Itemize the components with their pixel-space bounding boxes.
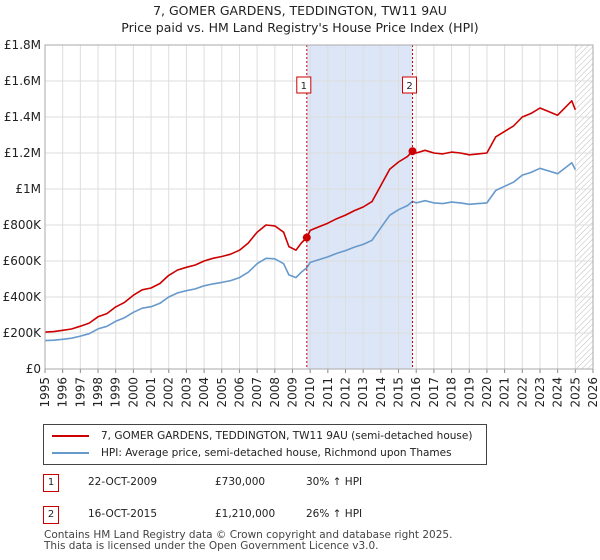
sale-marker-box [402, 76, 418, 94]
sale-marker-label: 1 [301, 81, 307, 92]
x-tick-label: 2020 [480, 377, 494, 408]
y-tick-label: £1M [15, 182, 41, 196]
y-tick-label: £1.6M [4, 74, 41, 88]
x-tick-label: 2023 [533, 377, 547, 408]
y-tick-label: £800K [3, 218, 43, 232]
legend-swatch-red [52, 435, 89, 437]
x-tick-label: 2012 [339, 377, 353, 408]
x-tick-label: 1999 [109, 377, 123, 408]
sale-hpi-change: 26% ↑ HPI [306, 508, 363, 520]
x-tick-label: 2007 [250, 377, 264, 408]
sale-date: 16-OCT-2015 [88, 508, 157, 520]
footer-copyright: Contains HM Land Registry data © Crown c… [44, 529, 453, 541]
property-series-line [44, 100, 577, 333]
x-tick-label: 2001 [144, 377, 158, 408]
x-tick-label: 2022 [515, 377, 529, 408]
x-tick-label: 2019 [462, 377, 476, 408]
legend: 7, GOMER GARDENS, TEDDINGTON, TW11 9AU (… [43, 424, 487, 465]
x-tick-label: 2021 [498, 377, 512, 408]
x-tick-label: 1997 [73, 377, 87, 408]
x-tick-label: 2024 [551, 377, 565, 408]
x-tick-label: 2016 [409, 377, 423, 408]
x-tick-label: 1998 [91, 377, 105, 408]
x-tick-label: 2006 [232, 377, 246, 408]
legend-swatch-blue [52, 452, 89, 454]
sale-badge: 2 [43, 506, 59, 524]
x-tick-label: 1995 [38, 377, 52, 408]
legend-item-hpi: HPI: Average price, semi-detached house,… [52, 445, 452, 461]
chart-subtitle: Price paid vs. HM Land Registry's House … [121, 20, 478, 35]
x-tick-label: 2003 [179, 377, 193, 408]
x-tick-label: 2026 [586, 377, 600, 408]
plot-frame [44, 44, 594, 370]
x-tick-label: 2002 [162, 377, 176, 408]
legend-label-hpi: HPI: Average price, semi-detached house,… [101, 447, 452, 459]
sale-price: £1,210,000 [215, 508, 276, 520]
x-tick-label: 2009 [285, 377, 299, 408]
x-tick-label: 1996 [56, 377, 70, 408]
sale-date: 22-OCT-2009 [88, 476, 157, 488]
forecast-hatch [575, 45, 593, 369]
x-tick-label: 2013 [356, 377, 370, 408]
y-tick-label: £600K [3, 254, 43, 268]
footer-licence: This data is licensed under the Open Gov… [44, 540, 379, 552]
sale-marker-box [296, 76, 312, 94]
x-tick-label: 2025 [568, 377, 582, 408]
x-tick-label: 2017 [427, 377, 441, 408]
price-chart: 7, GOMER GARDENS, TEDDINGTON, TW11 9AU P… [3, 3, 600, 408]
x-tick-label: 2005 [215, 377, 229, 408]
hpi-series-line [44, 161, 577, 342]
sale-hpi-change: 30% ↑ HPI [306, 476, 363, 488]
x-tick-label: 2008 [268, 377, 282, 408]
sale-point [408, 147, 417, 156]
sale-marker-label: 2 [406, 81, 412, 92]
x-tick-label: 2011 [321, 377, 335, 408]
x-tick-label: 2018 [445, 377, 459, 408]
sale-badge: 1 [43, 474, 59, 492]
y-tick-label: £1.8M [4, 38, 41, 52]
chart-title: 7, GOMER GARDENS, TEDDINGTON, TW11 9AU [153, 3, 447, 18]
y-tick-label: £0 [26, 362, 41, 376]
legend-label-property: 7, GOMER GARDENS, TEDDINGTON, TW11 9AU (… [101, 430, 473, 442]
footer: Contains HM Land Registry data © Crown c… [44, 530, 452, 552]
shaded-period [306, 45, 413, 369]
sale-point [302, 233, 311, 242]
x-tick-label: 2014 [374, 377, 388, 408]
sale-price: £730,000 [215, 476, 266, 488]
y-tick-label: £1.2M [4, 146, 41, 160]
y-tick-label: £200K [3, 326, 43, 340]
legend-item-property: 7, GOMER GARDENS, TEDDINGTON, TW11 9AU (… [52, 428, 472, 444]
y-tick-label: £400K [3, 290, 43, 304]
x-tick-label: 2010 [303, 377, 317, 408]
x-tick-label: 2004 [197, 377, 211, 408]
x-tick-label: 2000 [126, 377, 140, 408]
x-tick-label: 2015 [392, 377, 406, 408]
y-tick-label: £1.4M [4, 110, 41, 124]
